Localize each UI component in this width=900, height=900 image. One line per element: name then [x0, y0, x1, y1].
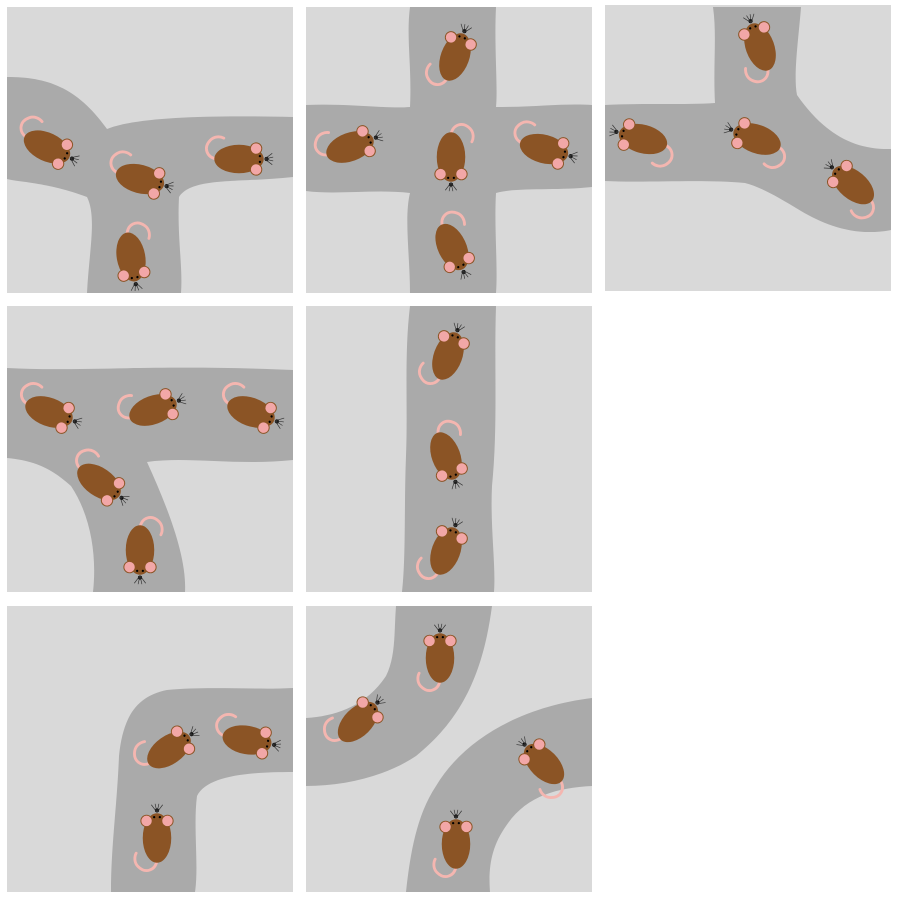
tile-1[interactable]	[7, 7, 293, 293]
tile-4[interactable]	[7, 306, 293, 592]
tile-2[interactable]	[306, 7, 592, 293]
tunnel	[111, 688, 293, 892]
tile-5[interactable]	[306, 306, 592, 592]
tile-3[interactable]	[605, 5, 891, 291]
tile-7[interactable]	[306, 606, 592, 892]
tile-5-board	[402, 306, 496, 592]
tunnel	[7, 367, 293, 592]
tile-6[interactable]	[7, 606, 293, 892]
tile-1-board	[7, 77, 293, 293]
tile-3-board	[605, 7, 891, 233]
tile-7-board	[306, 606, 592, 892]
tile-2-board	[306, 7, 592, 293]
tile-4-board	[7, 367, 293, 592]
tile-6-board	[111, 688, 293, 892]
